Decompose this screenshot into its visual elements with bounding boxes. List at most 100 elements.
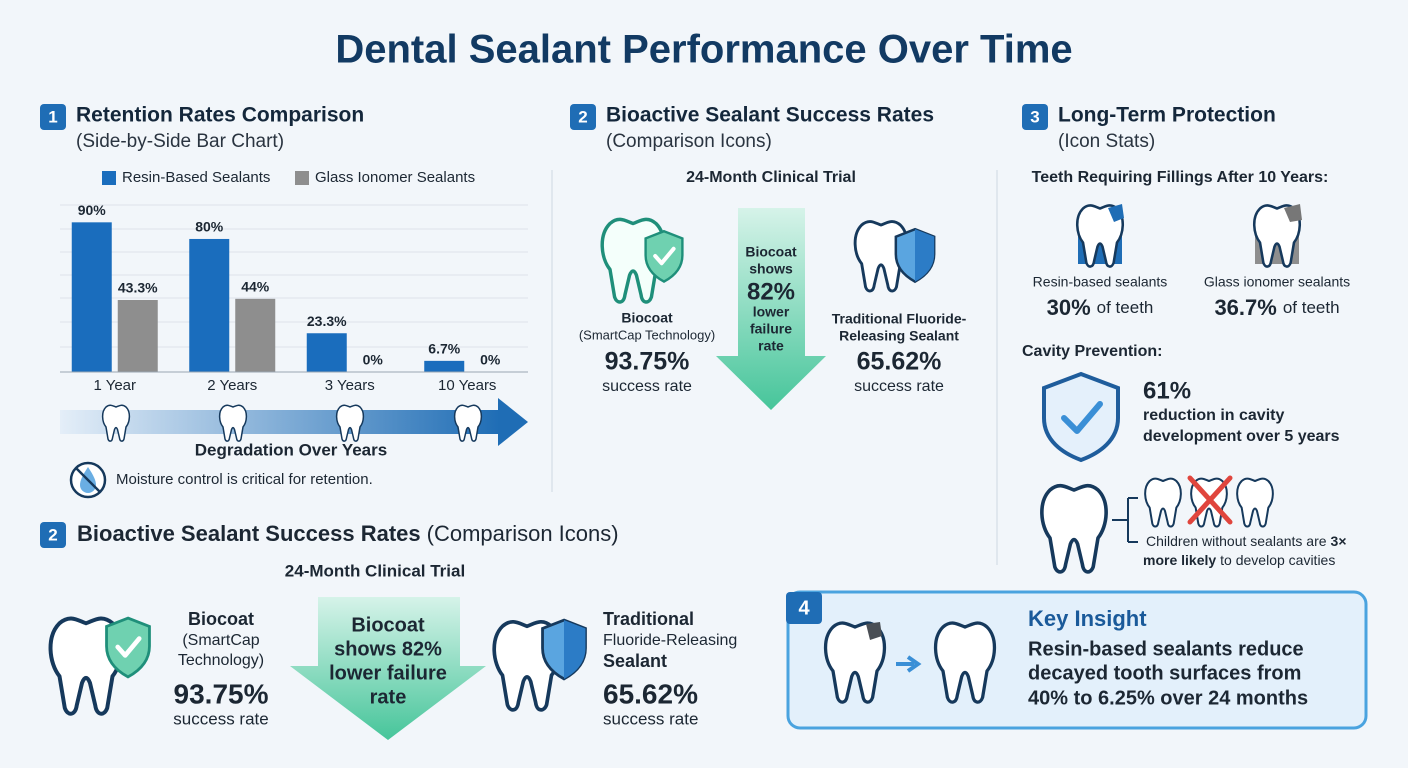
shield-icon [1042,371,1120,463]
bar [71,222,112,372]
rate: 93.75% [174,678,269,709]
section-subtitle: (Comparison Icons) [606,131,772,152]
bar [189,238,230,372]
comparison-arrow [290,597,486,740]
tooth-icon [1144,477,1182,528]
bar-chart: Resin-Based Sealants Glass Ionomer Sealan… [60,169,528,394]
badge-number: 3 [1030,107,1039,126]
insight-box [786,590,1368,730]
tooth-icon [218,404,248,442]
emphasis: 3× [1331,533,1347,549]
stat-label: Glass ionomer sealants [1204,274,1350,290]
cross [1187,475,1233,525]
legend-label: Resin-Based Sealants [122,169,270,186]
value-label: 6.7% [428,341,460,357]
resin-tooth [1075,204,1125,268]
heading: Teeth Requiring Fillings After 10 Years: [1032,169,1329,186]
legend-label: Glass Ionomer Sealants [315,169,475,186]
product-name: Traditional Fluoride- [832,311,967,327]
arrow-line: lower failure [329,662,447,684]
arrow-line: shows [749,261,793,277]
section-subtitle: (Icon Stats) [1058,131,1155,152]
arrow-line: shows 82% [334,638,442,660]
stat-label: Resin-based sealants [1033,274,1168,290]
insight-text: Resin-based sealants reduce [1028,638,1304,660]
tooth-icon [335,404,365,442]
product-name: Releasing Sealant [839,328,959,344]
arrow [896,655,922,673]
rate-label: success rate [602,378,692,395]
arrow-line: Biocoat [745,244,797,260]
badge [40,104,66,130]
text: Children without sealants are [1146,533,1327,549]
product-name: Biocoat [188,609,254,629]
bar [424,360,465,372]
insight-title: Key Insight [1028,606,1147,631]
stat: 30% of teeth [1047,295,1154,320]
insight-text: 40% to 6.25% over 24 months [1028,687,1308,709]
timeline-arrow-head [498,398,528,446]
badge-number: 2 [48,525,57,544]
x-tick-label: 1 Year [93,377,136,394]
reduction-text: reduction in cavity [1143,407,1284,424]
rate-label: success rate [603,709,698,728]
section-subtitle: (Side-by-Side Bar Chart) [76,131,284,152]
stat-unit: of teeth [1283,298,1340,317]
insight-text: decayed tooth surfaces from [1028,662,1301,684]
value-label: 43.3% [118,280,158,296]
bar [306,333,347,372]
stat: 36.7% of teeth [1214,295,1339,320]
glass-tooth [1252,204,1302,268]
bar [235,298,276,372]
subtitle: (Comparison Icons) [427,521,619,546]
tooth-icon [453,404,483,442]
rate: 93.75% [605,348,690,376]
stat-value: 30% [1047,295,1091,320]
value-label: 23.3% [307,313,347,329]
section-title: Long-Term Protection [1058,104,1276,127]
comparison-arrow [716,208,826,410]
arrow-line: rate [370,686,407,708]
product-name: Biocoat [621,310,673,326]
legend-swatch [102,171,116,185]
chart-decor [60,204,528,348]
bar [117,299,158,372]
arrow-line: failure [750,321,792,337]
annotation: Degradation Over Years [195,440,387,459]
badge [1022,104,1048,130]
arrow-line: rate [758,338,784,354]
product-name: Fluoride-Releasing [603,632,737,649]
arrow-line: lower [753,304,790,320]
value-label: 44% [241,279,270,295]
decay-mark [866,622,882,640]
emphasis: more likely [1143,552,1216,568]
heading: Cavity Prevention: [1022,343,1162,360]
rate-label: success rate [854,378,944,395]
main-title: Dental Sealant Performance Over Time [335,28,1072,72]
children-text: more likely to develop cavities [1143,552,1335,568]
rate-label: success rate [173,709,268,728]
section-title: Retention Rates Comparison [76,104,364,127]
shield-icon [894,227,936,283]
tooth-icon [1040,483,1108,574]
x-tick-label: 3 Years [325,377,375,394]
trial-label: 24-Month Clinical Trial [285,561,465,580]
badge [570,104,596,130]
trial-label: 24-Month Clinical Trial [686,169,856,186]
reduction-value: 61% [1143,377,1191,404]
section-title: Bioactive Sealant Success Rates (Comparis… [77,521,619,546]
x-tick-label: 10 Years [438,377,496,394]
children-text: Children without sealants are 3× [1146,533,1347,549]
value-label: 80% [195,219,224,235]
tooth-icon [101,404,131,442]
rate: 65.62% [603,678,698,709]
product-tech: (SmartCap [182,632,259,649]
value-label: 0% [480,352,501,368]
badge-number: 4 [798,597,810,619]
rate: 65.62% [857,348,942,376]
legend-swatch [295,171,309,185]
badge-number: 1 [48,107,57,126]
